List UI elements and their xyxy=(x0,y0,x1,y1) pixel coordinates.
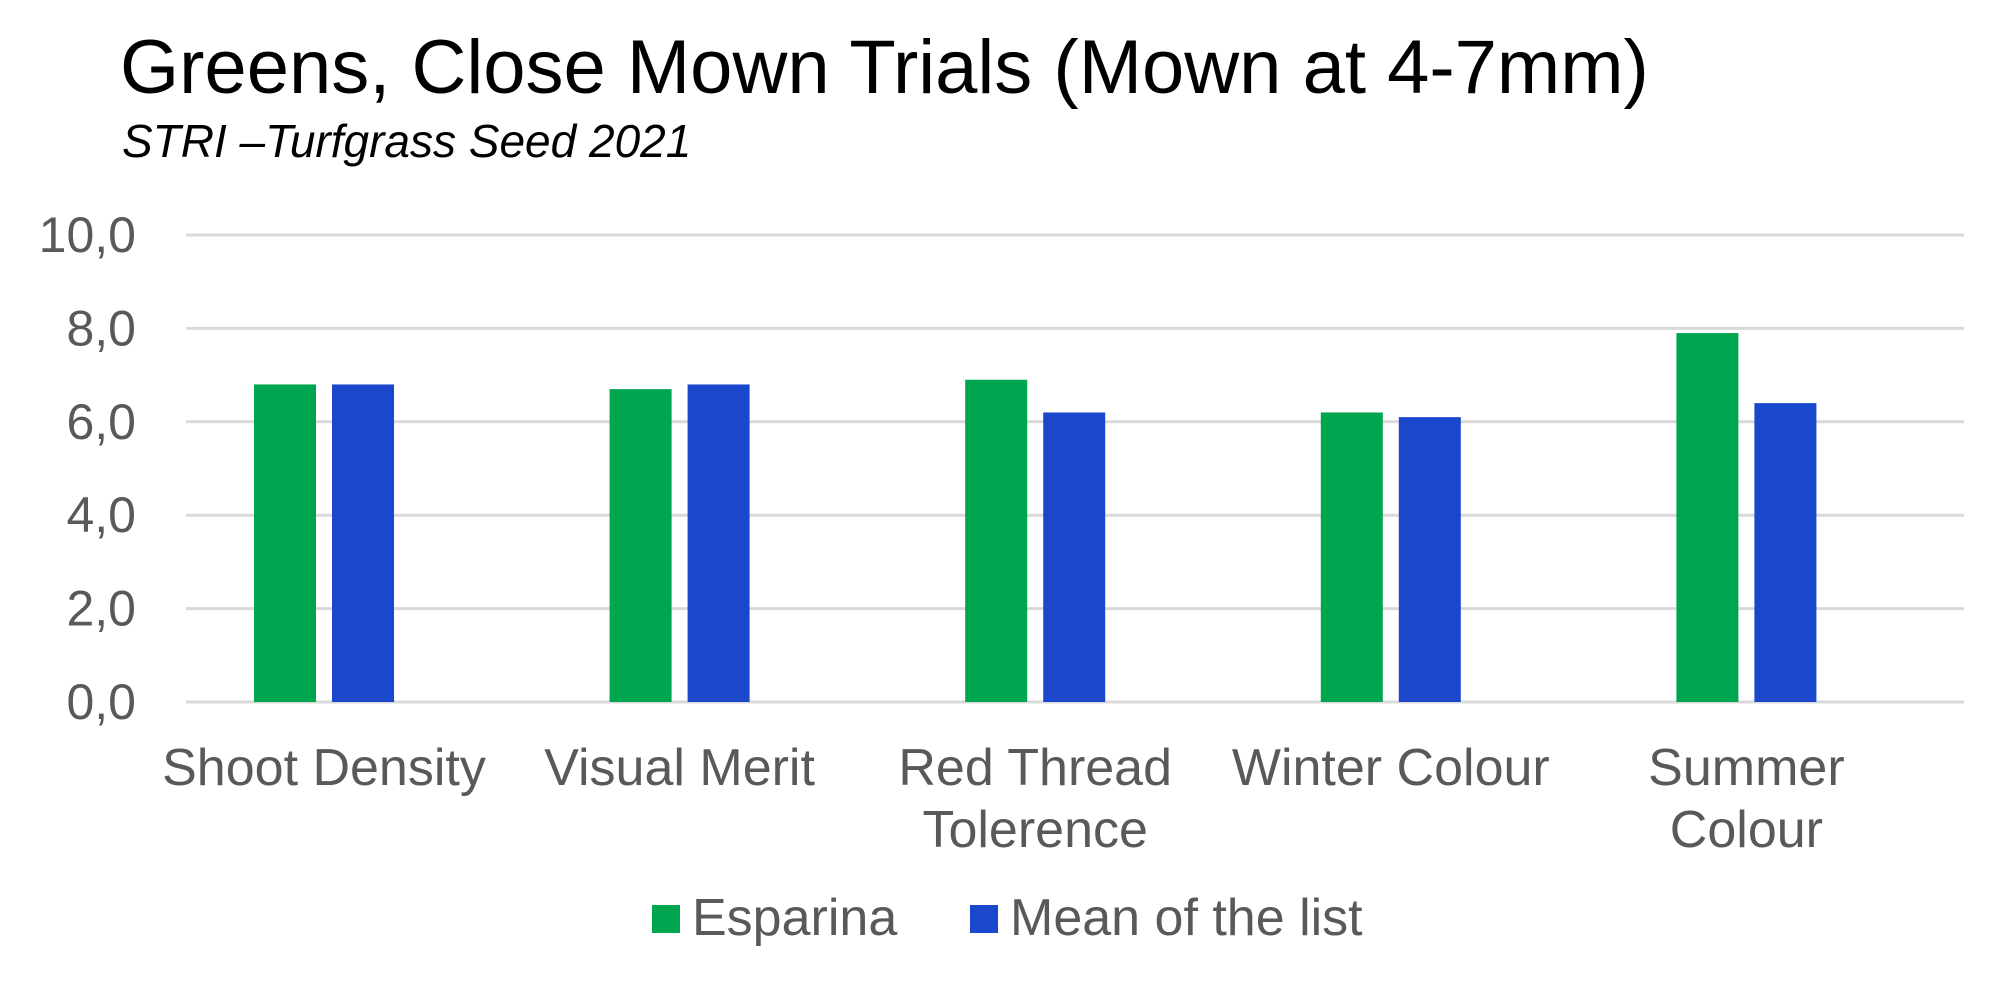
bar-esparina xyxy=(609,389,672,702)
x-category-label: Shoot Density xyxy=(162,739,486,797)
bar-mean-of-the-list xyxy=(687,384,750,702)
y-tick-label: 6,0 xyxy=(66,394,136,450)
legend-swatch-esparina xyxy=(652,905,680,933)
x-category-label: Tolerence xyxy=(922,801,1147,859)
x-category-label: Colour xyxy=(1670,801,1823,859)
bar-mean-of-the-list xyxy=(1043,412,1106,702)
bar-mean-of-the-list xyxy=(1398,417,1461,702)
y-tick-label: 4,0 xyxy=(66,487,136,543)
x-category-label: Winter Colour xyxy=(1232,739,1550,797)
x-category-label: Visual Merit xyxy=(544,739,815,797)
bar-mean-of-the-list xyxy=(332,384,394,702)
bar-esparina xyxy=(965,379,1028,702)
y-tick-label: 8,0 xyxy=(66,300,136,356)
bar-esparina xyxy=(254,384,316,702)
legend-label-esparina: Esparina xyxy=(692,889,897,947)
bar-mean-of-the-list xyxy=(1754,403,1817,702)
bar-esparina xyxy=(1676,333,1739,702)
y-tick-label: 2,0 xyxy=(66,581,136,637)
chart-title: Greens, Close Mown Trials (Mown at 4-7mm… xyxy=(120,25,1649,110)
y-tick-label: 0,0 xyxy=(66,674,136,730)
bar-esparina xyxy=(1320,412,1383,702)
chart-subtitle: STRI –Turfgrass Seed 2021 xyxy=(122,115,692,167)
legend-swatch-mean-of-the-list xyxy=(970,905,998,933)
x-category-label: Summer xyxy=(1648,739,1844,797)
x-category-label: Red Thread xyxy=(898,739,1172,797)
y-tick-label: 10,0 xyxy=(39,207,136,263)
legend-label-mean-of-the-list: Mean of the list xyxy=(1010,889,1363,947)
